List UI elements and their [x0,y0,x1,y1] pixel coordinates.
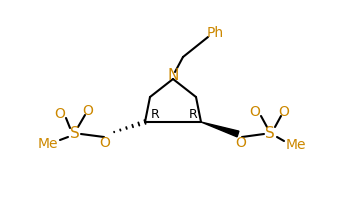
Text: S: S [265,125,275,140]
Text: O: O [249,105,261,119]
Polygon shape [201,122,239,137]
Text: N: N [167,69,179,84]
Text: O: O [279,105,289,119]
Text: O: O [100,136,110,150]
Text: Me: Me [286,138,306,152]
Text: S: S [70,125,80,140]
Text: R: R [151,107,159,121]
Text: R: R [189,107,197,121]
Text: O: O [54,107,66,121]
Text: O: O [236,136,246,150]
Text: Ph: Ph [206,26,223,40]
Text: O: O [83,104,93,118]
Text: Me: Me [38,137,58,151]
